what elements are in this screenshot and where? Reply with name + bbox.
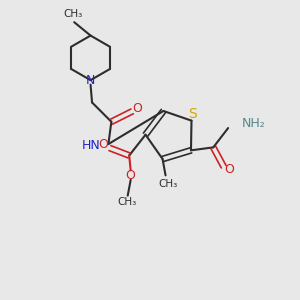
Text: CH₃: CH₃ — [63, 9, 82, 19]
Text: HN: HN — [81, 139, 100, 152]
Text: NH₂: NH₂ — [242, 117, 265, 130]
Text: O: O — [126, 169, 136, 182]
Text: O: O — [133, 102, 142, 115]
Text: CH₃: CH₃ — [158, 179, 178, 189]
Text: O: O — [98, 138, 108, 151]
Text: O: O — [224, 163, 234, 176]
Text: N: N — [86, 74, 95, 87]
Text: S: S — [189, 107, 197, 121]
Text: CH₃: CH₃ — [118, 197, 137, 208]
